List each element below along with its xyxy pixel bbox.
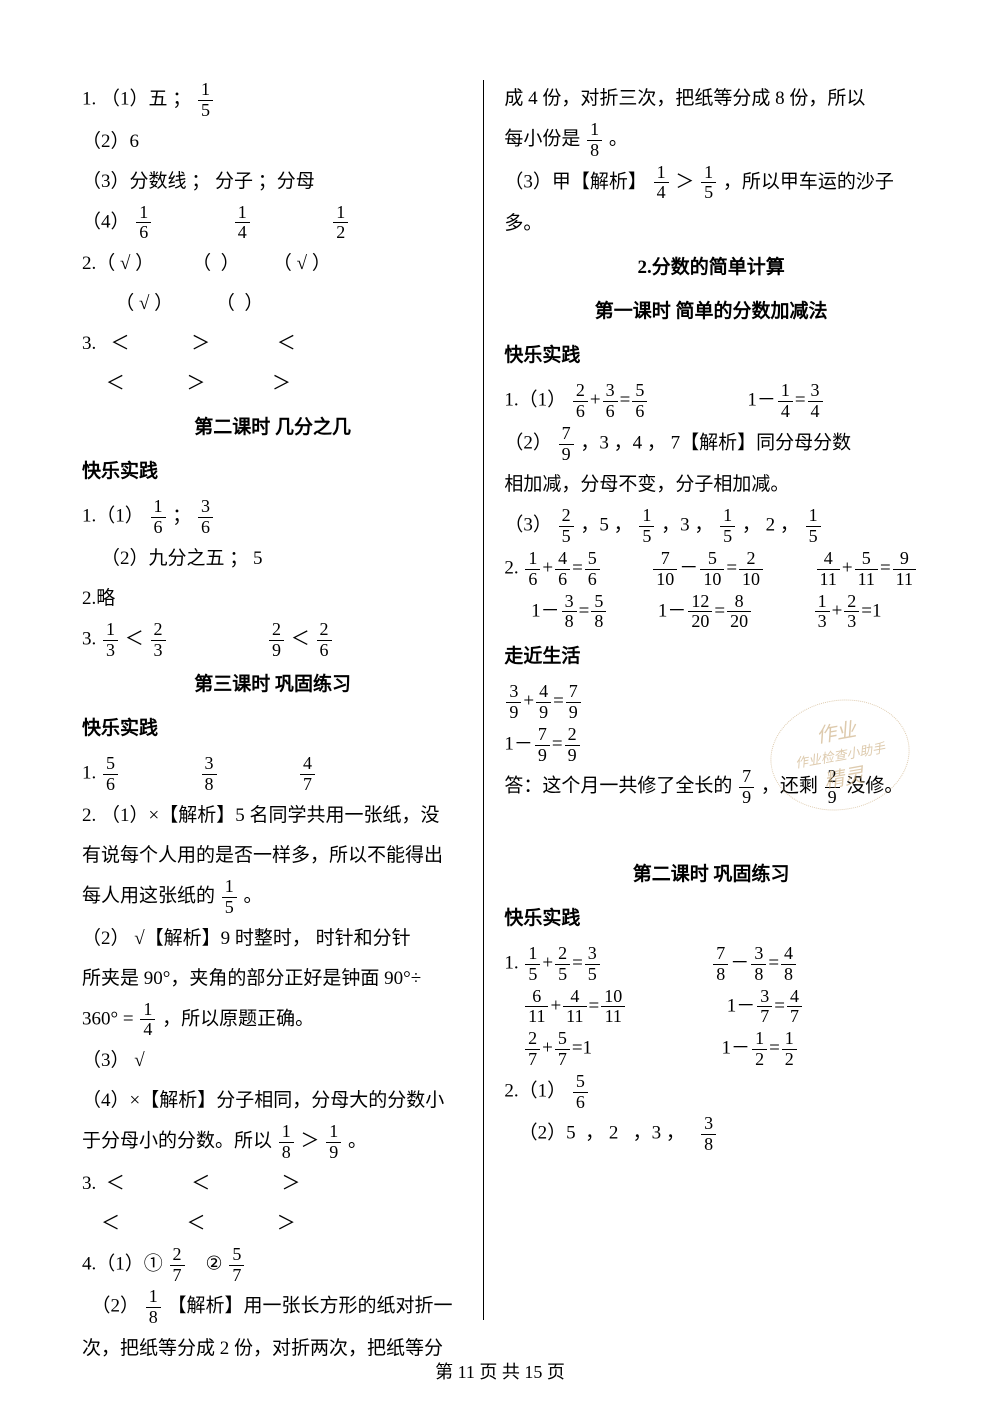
l1: 1. （1）五 ； 15 <box>82 80 463 121</box>
r17: 2.（1） 56 <box>504 1072 918 1113</box>
heading-lesson1-add: 第一课时 简单的分数加减法 <box>504 293 918 331</box>
right-column: 成 4 份，对折三次，把纸等分成 8 份，所以 每小份是 18 。 （3）甲【解… <box>484 80 930 1320</box>
r14: 1. 15+25=35 78－38=48 <box>504 944 918 985</box>
r6: （2） 79 ，3 ，4 ， 7【解析】同分母分数 <box>504 424 918 465</box>
fraction: 47 <box>300 754 315 795</box>
fraction: 26 <box>317 620 332 661</box>
fraction: 13 <box>103 620 118 661</box>
l23: 3. ＜ ＜ ＞ <box>82 1165 463 1203</box>
fraction: 18 <box>146 1287 161 1328</box>
r2: 每小份是 18 。 <box>504 120 918 161</box>
l8: ＜ ＞ ＞ <box>82 365 463 403</box>
l17: （2） √【解析】9 时整时， 时针和分针 <box>82 920 463 958</box>
fraction: 15 <box>222 877 237 918</box>
l6: （ √ ） （ ） <box>82 285 463 323</box>
fraction: 15 <box>720 506 735 547</box>
l19: 360° = 14 ，所以原题正确。 <box>82 1000 463 1041</box>
r9: 2. 16+46=56 710－510=210 411+511=911 <box>504 549 918 590</box>
section-happy-practice-4: 快乐实践 <box>504 900 918 938</box>
r8: （3） 25 ，5 ， 15 ，3 ， 15 ， 2 ， 15 <box>504 506 918 547</box>
section-life: 走近生活 <box>504 638 918 676</box>
l26: （2） 18 【解析】用一张长方形的纸对折一 <box>82 1287 463 1328</box>
l21: （4）×【解析】分子相同，分母大的分数小 <box>82 1082 463 1120</box>
l4: （4） 16 14 12 <box>82 203 463 244</box>
text: 1. （1）五 ； <box>82 89 191 110</box>
fraction: 15 <box>701 163 716 204</box>
section-happy-practice-2: 快乐实践 <box>82 710 463 748</box>
r4: 多。 <box>504 205 918 243</box>
l14: 2. （1）×【解析】5 名同学共用一张纸，没 <box>82 797 463 835</box>
fraction: 56 <box>632 381 647 422</box>
fraction: 79 <box>559 424 574 465</box>
r5: 1.（1） 26+36=56 1－14=34 <box>504 381 918 422</box>
l24: ＜ ＜ ＞ <box>82 1205 463 1243</box>
page-columns: 1. （1）五 ； 15 （2）6 （3）分数线 ； 分子 ；分母 （4） 16… <box>70 80 930 1320</box>
r3: （3）甲【解析】 14 ＞ 15 ，所以甲车运的沙子 <box>504 163 918 204</box>
left-column: 1. （1）五 ； 15 （2）6 （3）分数线 ； 分子 ；分母 （4） 16… <box>70 80 484 1320</box>
fraction: 36 <box>603 381 618 422</box>
fraction: 23 <box>151 620 166 661</box>
l16: 每人用这张纸的 15 。 <box>82 877 463 918</box>
r18: （2）5 ， 2 ，3 ， 38 <box>504 1114 918 1155</box>
l12: 3. 13 ＜ 23 29 ＜ 26 <box>82 620 463 661</box>
fraction: 15 <box>806 506 821 547</box>
section-happy-practice-1: 快乐实践 <box>82 453 463 491</box>
fraction: 18 <box>587 120 602 161</box>
fraction: 14 <box>654 163 669 204</box>
r7: 相加减，分母不变，分子相加减。 <box>504 466 918 504</box>
fraction: 15 <box>198 80 213 121</box>
l18: 所夹是 90°，夹角的部分正好是钟面 90°÷ <box>82 960 463 998</box>
fraction: 12 <box>333 203 348 244</box>
page-footer: 第 11 页 共 15 页 <box>0 1358 1000 1384</box>
l2: （2）6 <box>82 123 463 161</box>
fraction: 56 <box>103 754 118 795</box>
l7: 3. ＜ ＞ ＜ <box>82 325 463 363</box>
fraction: 38 <box>202 754 217 795</box>
fraction: 14 <box>235 203 250 244</box>
fraction: 16 <box>136 203 151 244</box>
l25: 4.（1）① 27 ② 57 <box>82 1245 463 1286</box>
r1: 成 4 份，对折三次，把纸等分成 8 份，所以 <box>504 80 918 118</box>
heading-lesson3: 第三课时 巩固练习 <box>82 666 463 704</box>
fraction: 27 <box>170 1245 185 1286</box>
l15: 有说每个人用的是否一样多，所以不能得出 <box>82 837 463 875</box>
fraction: 29 <box>269 620 284 661</box>
l20: （3） √ <box>82 1042 463 1080</box>
fraction: 34 <box>808 381 823 422</box>
section-happy-practice-3: 快乐实践 <box>504 337 918 375</box>
heading-lesson2: 第二课时 几分之几 <box>82 409 463 447</box>
fraction: 18 <box>279 1122 294 1163</box>
l9: 1.（1） 16 ； 36 <box>82 497 463 538</box>
fraction: 25 <box>559 506 574 547</box>
r15: 611+411=1011 1－37=47 <box>504 987 918 1028</box>
fraction: 16 <box>151 497 166 538</box>
fraction: 15 <box>639 506 654 547</box>
l10: （2）九分之五 ； 5 <box>82 540 463 578</box>
heading-section2: 2.分数的简单计算 <box>504 249 918 287</box>
r11: 39+49=79 <box>504 682 918 723</box>
r13: 答：这个月一共修了全长的 79 ，还剩 29 没修。 <box>504 767 918 808</box>
l5: 2.（ √ ） （ ） （ √ ） <box>82 245 463 283</box>
fraction: 26 <box>573 381 588 422</box>
heading-lesson2b: 第二课时 巩固练习 <box>504 856 918 894</box>
r10: 1－38=58 1－1220=820 13+23=1 <box>504 592 918 633</box>
l22: 于分母小的分数。所以 18 ＞ 19 。 <box>82 1122 463 1163</box>
fraction: 57 <box>229 1245 244 1286</box>
fraction: 14 <box>140 1000 155 1041</box>
r16: 27+57=1 1－12=12 <box>504 1029 918 1070</box>
l13: 1. 56 38 47 <box>82 754 463 795</box>
fraction: 14 <box>778 381 793 422</box>
fraction: 19 <box>326 1122 341 1163</box>
fraction: 36 <box>198 497 213 538</box>
l3: （3）分数线 ； 分子 ；分母 <box>82 163 463 201</box>
r12: 1－79=29 <box>504 725 918 766</box>
l11: 2.略 <box>82 580 463 618</box>
